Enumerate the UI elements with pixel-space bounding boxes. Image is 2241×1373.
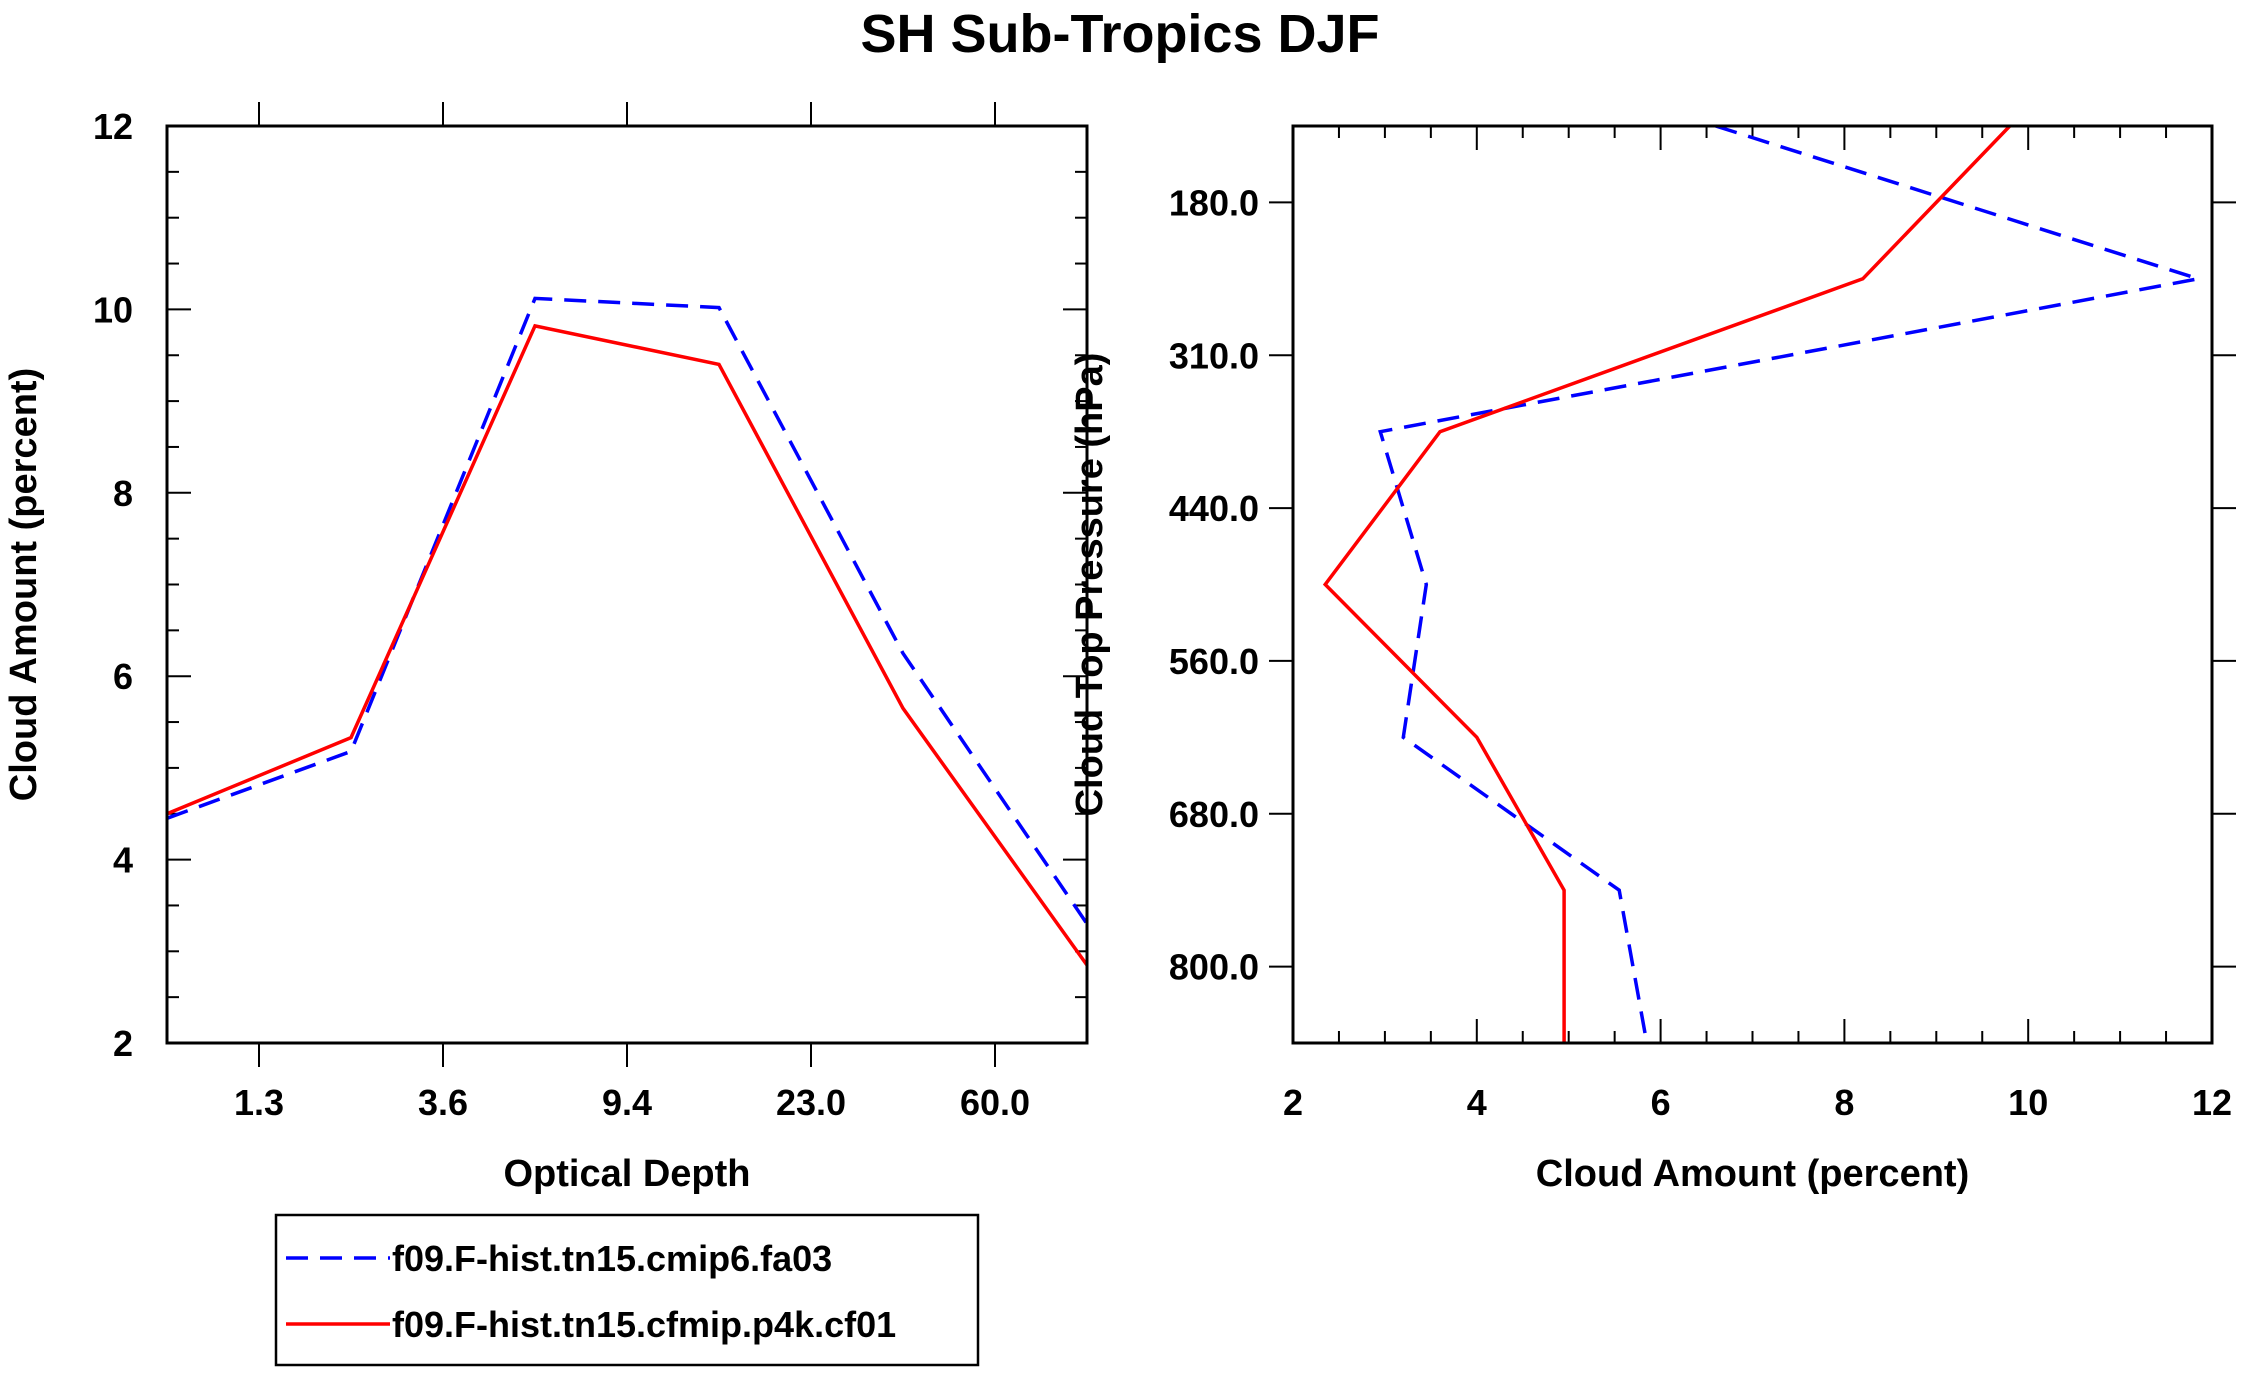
right-y-tick-label: 560.0 (1169, 641, 1259, 682)
right-y-tick-label: 680.0 (1169, 794, 1259, 835)
right-x-tick-label: 12 (2192, 1082, 2232, 1123)
right-series-line-1 (1322, 124, 2012, 1043)
left-series-line-1 (166, 323, 1089, 967)
legend: f09.F-hist.tn15.cmip6.fa03 f09.F-hist.tn… (274, 1213, 980, 1367)
right-x-tick-label: 10 (2008, 1082, 2048, 1123)
left-y-tick-label: 8 (113, 473, 133, 514)
left-y-axis-title: Cloud Amount (percent) (3, 368, 45, 801)
right-x-tick-label: 4 (1467, 1082, 1487, 1123)
left-y-tick-label: 10 (93, 289, 133, 330)
left-x-tick-label: 23.0 (776, 1082, 846, 1123)
right-y-tick-label: 800.0 (1169, 947, 1259, 988)
left-x-axis-title: Optical Depth (503, 1153, 750, 1195)
left-y-tick-label: 6 (113, 656, 133, 697)
right-plot-frame (1291, 124, 2214, 1045)
left-series-line-0 (166, 296, 1089, 925)
right-y-tick-label: 180.0 (1169, 182, 1259, 223)
right-y-tick-label: 310.0 (1169, 335, 1259, 376)
right-series-line-0 (1378, 124, 2199, 1044)
figure-title: SH Sub-Tropics DJF (860, 4, 1379, 64)
legend-label-p4k: f09.F-hist.tn15.cfmip.p4k.cf01 (392, 1304, 896, 1345)
left-x-tick-label: 9.4 (602, 1082, 652, 1123)
right-panel-cloud-top-pressure: 2 4 6 8 10 12 180.0 310.0 440.0 560.0 680.0 800.0 Cl… (1069, 124, 2236, 1195)
left-y-tick-label: 2 (113, 1023, 133, 1064)
legend-box (274, 1213, 980, 1367)
left-x-tick-label: 60.0 (960, 1082, 1030, 1123)
left-x-tick-label: 1.3 (234, 1082, 284, 1123)
right-y-axis-title: Cloud Top Pressure (hPa) (1069, 353, 1111, 817)
left-y-tick-label: 12 (93, 106, 133, 147)
right-y-tick-label: 440.0 (1169, 488, 1259, 529)
left-panel-optical-depth: 2 4 6 8 10 12 1.3 3.6 9.4 23.0 60.0 Optical Depth Cl… (3, 102, 1089, 1195)
left-plot-frame (165, 124, 1089, 1045)
right-x-tick-label: 6 (1651, 1082, 1671, 1123)
right-x-tick-label: 2 (1283, 1082, 1303, 1123)
legend-label-cmip6: f09.F-hist.tn15.cmip6.fa03 (392, 1238, 832, 1279)
left-x-tick-label: 3.6 (418, 1082, 468, 1123)
left-y-tick-label: 4 (113, 840, 133, 881)
right-x-tick-label: 8 (1834, 1082, 1854, 1123)
right-x-axis-title: Cloud Amount (percent) (1536, 1153, 1969, 1195)
